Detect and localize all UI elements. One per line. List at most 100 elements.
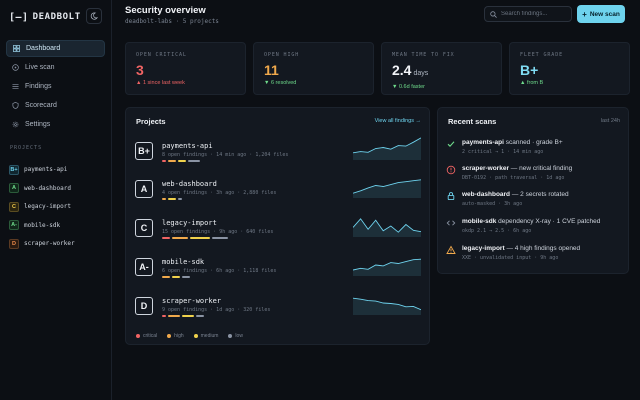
brand[interactable]: [–] DEADBOLT (9, 8, 105, 26)
scan-sub: DBT-0192 · path traversal · 1d ago (462, 175, 565, 181)
warning-icon (446, 245, 456, 254)
sidebar-project-payments-api[interactable]: B+ payments-api (6, 161, 105, 178)
stat-card-mean-time-to-fix[interactable]: MEAN TIME TO FIX 2.4 days ▼ 0.6d faster (381, 42, 502, 95)
grade-badge: A (9, 183, 19, 193)
scan-item[interactable]: scraper-worker — new critical finding DB… (446, 165, 611, 187)
sidebar-project-name: legacy-import (24, 203, 71, 210)
project-meta: 6 open findings · 6h ago · 1,118 files (162, 268, 277, 274)
stat-label: MEAN TIME TO FIX (392, 52, 455, 58)
sidebar-project-web-dashboard[interactable]: A web-dashboard (6, 180, 105, 197)
project-grade: B+ (135, 142, 153, 160)
scan-title: payments-api scanned · grade B+ (462, 139, 563, 146)
project-grade: C (135, 219, 153, 237)
stat-value: B+ (520, 62, 539, 78)
stat-delta: ▲ 1 since last week (136, 80, 185, 86)
severity-segment (162, 276, 170, 278)
severity-segment (162, 237, 170, 239)
stat-card-fleet-grade[interactable]: FLEET GRADE B+ ▲ from B (509, 42, 630, 95)
search-box[interactable] (484, 6, 572, 22)
check-icon (447, 141, 455, 147)
legend-item-medium: medium (193, 333, 218, 339)
grade-badge: A- (9, 220, 19, 230)
sidebar-project-mobile-sdk[interactable]: A- mobile-sdk (6, 217, 105, 234)
project-grade: A- (135, 258, 153, 276)
scan-title: scraper-worker — new critical finding (462, 165, 573, 172)
project-row[interactable]: C legacy-import 15 open findings · 9h ag… (135, 217, 421, 251)
project-meta: 8 open findings · 14 min ago · 1,204 fil… (162, 152, 289, 158)
project-row[interactable]: D scraper-worker 9 open findings · 1d ag… (135, 295, 421, 329)
search-icon (490, 10, 497, 18)
stat-value: 11 (264, 62, 279, 78)
alert-circle-icon (446, 165, 456, 175)
project-name: scraper-worker (162, 297, 222, 305)
new-scan-label: New scan (589, 10, 620, 18)
sidebar-project-legacy-import[interactable]: C legacy-import (6, 198, 105, 215)
nav-item-findings[interactable]: Findings (6, 78, 105, 95)
stat-card-open-critical[interactable]: OPEN CRITICAL 3 ▲ 1 since last week (125, 42, 246, 95)
scan-sub: 2 critical → 1 · 14 min ago (462, 149, 544, 155)
trend-sparkline (353, 179, 421, 198)
severity-segment (162, 198, 166, 200)
stat-card-open-high[interactable]: OPEN HIGH 11 ▼ 6 resolved (253, 42, 374, 95)
project-name: mobile-sdk (162, 258, 205, 266)
trend-sparkline (353, 297, 421, 315)
nav-item-settings[interactable]: Settings (6, 116, 105, 133)
severity-segment (172, 237, 188, 239)
scan-item[interactable]: legacy-import — 4 high findings opened X… (446, 245, 611, 267)
recent-scans-panel: Recent scans last 24h payments-api scann… (437, 107, 629, 274)
trend-sparkline (353, 258, 421, 276)
project-name: web-dashboard (162, 180, 217, 188)
scan-sub: okdp 2.1 → 2.5 · 6h ago (462, 228, 532, 234)
project-meta: 15 open findings · 9h ago · 640 files (162, 229, 274, 235)
grade-badge: B+ (9, 164, 19, 175)
nav-label: Findings (25, 83, 52, 90)
nav-label: Scorecard (25, 102, 57, 109)
brand-name: DEADBOLT (32, 12, 81, 22)
nav-item-dashboard[interactable]: Dashboard (6, 40, 105, 57)
main-content: Security overview deadbolt-labs · 5 proj… (112, 0, 640, 400)
severity-segment (162, 315, 166, 317)
project-row[interactable]: A web-dashboard 4 open findings · 3h ago… (135, 178, 421, 212)
nav-label: Dashboard (26, 45, 61, 52)
project-row[interactable]: B+ payments-api 8 open findings · 14 min… (135, 137, 421, 174)
scan-title: web-dashboard — 2 secrets rotated (462, 191, 569, 198)
scan-item[interactable]: web-dashboard — 2 secrets rotated auto-m… (446, 191, 611, 213)
project-meta: 9 open findings · 1d ago · 320 files (162, 307, 271, 313)
sparkline-line (353, 297, 421, 311)
stat-cards: OPEN CRITICAL 3 ▲ 1 since last week OPEN… (125, 42, 630, 95)
recent-scans-title: Recent scans (448, 117, 497, 126)
severity-bar (162, 160, 200, 162)
severity-legend: critical high medium low (136, 333, 243, 339)
sparkline-area (353, 137, 421, 160)
severity-segment (212, 237, 228, 239)
nav-item-scorecard[interactable]: Scorecard (6, 97, 105, 114)
nav-item-live-scan[interactable]: Live scan (6, 59, 105, 76)
sidebar-project-list: B+ payments-api A web-dashboard C legacy… (6, 161, 105, 252)
sidebar-project-name: web-dashboard (24, 184, 71, 192)
severity-segment (182, 276, 190, 278)
theme-toggle-button[interactable] (86, 8, 102, 24)
new-scan-button[interactable]: + New scan (577, 5, 625, 23)
lock-icon (447, 192, 455, 201)
sparkline-line (353, 179, 421, 194)
scan-item[interactable]: payments-api scanned · grade B+ 2 critic… (446, 139, 611, 161)
sparkline-line (353, 137, 421, 154)
search-input[interactable] (501, 11, 571, 17)
severity-segment (196, 315, 204, 317)
stat-value: 2.4 days (392, 62, 429, 78)
projects-heading: PROJECTS (10, 145, 43, 151)
sparkline-line (353, 258, 421, 271)
severity-bar (162, 276, 190, 278)
scan-item[interactable]: mobile-sdk dependency X-ray · 1 CVE patc… (446, 218, 611, 240)
scan-title: legacy-import — 4 high findings opened (462, 245, 581, 252)
stat-delta: ▼ 6 resolved (264, 80, 297, 86)
sidebar-project-scraper-worker[interactable]: D scraper-worker (6, 235, 105, 252)
severity-bar (162, 315, 204, 317)
severity-segment (190, 237, 210, 239)
project-row[interactable]: A- mobile-sdk 6 open findings · 6h ago ·… (135, 256, 421, 290)
sidebar-project-name: scraper-worker (24, 240, 75, 247)
projects-panel-title: Projects (136, 117, 166, 126)
view-all-findings-link[interactable]: View all findings → (374, 118, 421, 124)
stat-delta: ▲ from B (520, 80, 544, 86)
severity-segment (172, 276, 180, 278)
